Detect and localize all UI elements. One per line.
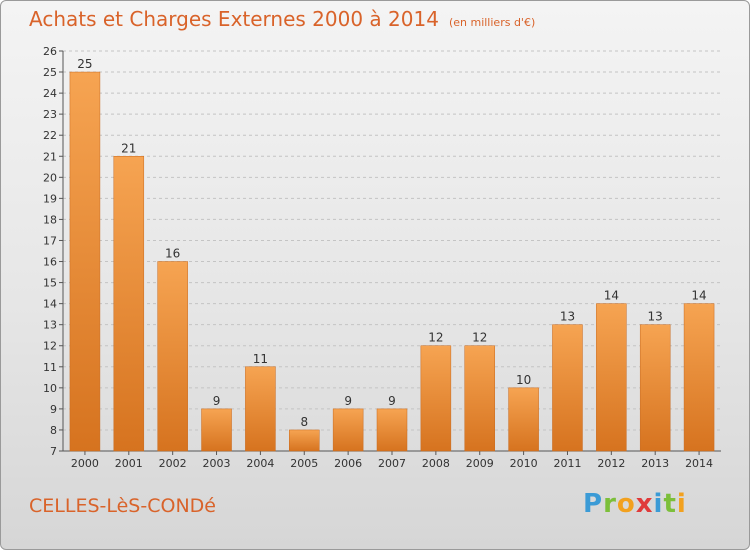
- x-tick-label: 2001: [115, 457, 143, 470]
- y-tick-label: 24: [43, 87, 57, 100]
- x-tick-label: 2006: [334, 457, 362, 470]
- x-tick-label: 2011: [553, 457, 581, 470]
- bar-value-label: 14: [604, 289, 619, 303]
- bar: [552, 324, 583, 452]
- brand-letter: t: [663, 489, 677, 519]
- x-tick-label: 2010: [510, 457, 538, 470]
- y-tick-label: 23: [43, 108, 57, 121]
- y-tick-label: 25: [43, 66, 57, 79]
- brand-letter: o: [616, 489, 636, 519]
- x-tick-label: 2014: [685, 457, 713, 470]
- x-tick-label: 2002: [159, 457, 187, 470]
- x-tick-label: 2008: [422, 457, 450, 470]
- y-tick-label: 9: [50, 403, 57, 416]
- bar: [639, 324, 671, 452]
- x-tick-label: 2007: [378, 457, 406, 470]
- town-name: CELLES-LèS-CONDé: [29, 495, 216, 517]
- x-tick-label: 2013: [641, 457, 669, 470]
- y-tick-label: 14: [43, 298, 57, 311]
- bar: [376, 408, 408, 452]
- bar: [157, 261, 188, 452]
- bar: [683, 303, 715, 452]
- bar: [69, 71, 101, 452]
- y-tick-label: 21: [43, 150, 57, 163]
- bar: [420, 345, 452, 452]
- brand-logo: Proxiti: [583, 489, 687, 519]
- bar: [201, 408, 232, 452]
- brand-letter: x: [635, 489, 654, 519]
- y-tick-label: 22: [43, 129, 57, 142]
- y-tick-label: 8: [50, 424, 57, 437]
- x-tick-label: 2005: [290, 457, 318, 470]
- brand-letter: i: [653, 489, 664, 519]
- chart-unit: (en milliers d'€): [448, 16, 536, 29]
- chart-title: Achats et Charges Externes 2000 à 2014 (e…: [29, 7, 535, 31]
- bar-value-label: 8: [300, 415, 308, 429]
- bar-value-label: 25: [77, 57, 92, 71]
- x-tick-label: 2000: [71, 457, 99, 470]
- bar-value-label: 9: [344, 394, 352, 408]
- y-tick-label: 7: [50, 445, 57, 458]
- bar-value-label: 13: [648, 310, 663, 324]
- y-tick-label: 11: [43, 361, 57, 374]
- label-layer: 7 8 9 10 11 12 13 14 15 16 17 18 19 20 21 22 23 24 25 26 25 2…: [43, 45, 713, 470]
- y-tick-label: 13: [43, 319, 57, 332]
- bar-layer: [69, 71, 715, 452]
- x-tick-label: 2009: [466, 457, 494, 470]
- brand-letter: r: [603, 489, 617, 519]
- y-tick-label: 19: [43, 192, 57, 205]
- bar: [464, 345, 495, 452]
- bar: [113, 156, 145, 452]
- y-tick-label: 16: [43, 256, 57, 269]
- bar-value-label: 10: [516, 373, 531, 387]
- bar-value-label: 16: [165, 247, 180, 261]
- bar-value-label: 11: [253, 352, 268, 366]
- bar: [245, 366, 276, 452]
- x-tick-label: 2012: [597, 457, 625, 470]
- bar-value-label: 9: [213, 394, 221, 408]
- y-tick-label: 15: [43, 277, 57, 290]
- bar-value-label: 12: [472, 331, 487, 345]
- x-tick-label: 2004: [246, 457, 274, 470]
- y-tick-label: 18: [43, 213, 57, 226]
- bar: [332, 408, 364, 452]
- x-tick-label: 2003: [203, 457, 231, 470]
- bar-value-label: 9: [388, 394, 396, 408]
- bar-value-label: 13: [560, 310, 575, 324]
- brand-letter: P: [583, 489, 604, 519]
- bar: [508, 387, 539, 452]
- y-tick-label: 10: [43, 382, 57, 395]
- y-tick-label: 20: [43, 171, 57, 184]
- y-tick-label: 17: [43, 234, 57, 247]
- bar: [289, 429, 320, 452]
- brand-letter: i: [676, 489, 687, 519]
- bar-value-label: 21: [121, 141, 136, 155]
- y-tick-label: 26: [43, 45, 57, 58]
- y-tick-label: 12: [43, 340, 57, 353]
- bar: [596, 303, 627, 452]
- bar-value-label: 12: [428, 331, 443, 345]
- chart-title-text: Achats et Charges Externes 2000 à 2014: [29, 7, 439, 31]
- bar-value-label: 14: [691, 289, 706, 303]
